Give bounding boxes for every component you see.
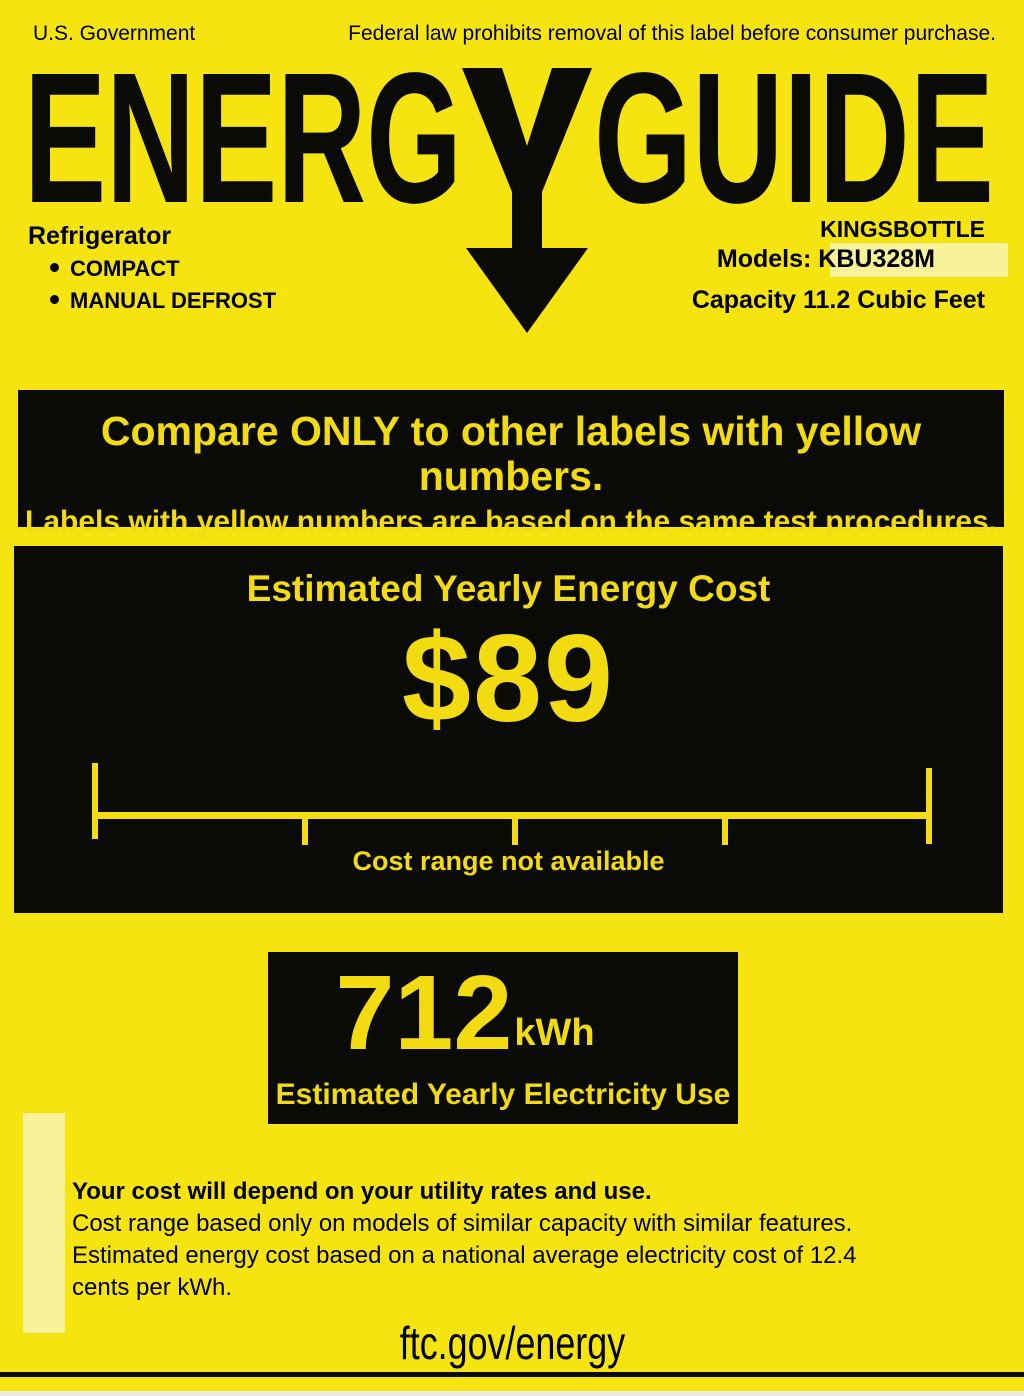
bullet-icon (50, 295, 59, 304)
energyguide-logo: ENERG GUIDE (24, 60, 994, 333)
electricity-use-caption: Estimated Yearly Electricity Use (275, 1078, 731, 1111)
logo-text-energ: ENERG (24, 60, 462, 242)
electricity-use-box: 712 kWh Estimated Yearly Electricity Use (268, 952, 738, 1124)
feature-label: COMPACT (70, 256, 180, 281)
pale-highlight-strip (23, 1113, 65, 1333)
ftc-url-text: ftc.gov/energy (399, 1317, 625, 1369)
energy-cost-box: Estimated Yearly Energy Cost $89 Cost ra… (14, 546, 1003, 913)
scan-edge (0, 1391, 1024, 1396)
model-highlight (830, 243, 1008, 277)
federal-law-notice: Federal law prohibits removal of this la… (348, 22, 996, 45)
feature-label: MANUAL DEFROST (70, 288, 277, 313)
model-number-line: Models: KBU328M (716, 245, 935, 273)
bullet-icon (50, 263, 59, 272)
bottom-rule (0, 1372, 1024, 1377)
logo-y-down-arrow-icon (462, 68, 592, 333)
scale-tick (722, 812, 728, 845)
ftc-url: ftc.gov/energy (0, 1316, 1024, 1370)
appliance-type: Refrigerator (28, 222, 172, 250)
yearly-electricity-use-value: 712 (335, 954, 513, 1072)
capacity-line: Capacity 11.2 Cubic Feet (691, 286, 985, 314)
footnotes: Your cost will depend on your utility ra… (72, 1176, 856, 1304)
footnote-line: cents per kWh. (72, 1274, 233, 1301)
brand-name: KINGSBOTTLE (820, 216, 985, 242)
logo-text-guide: GUIDE (594, 60, 994, 242)
feature-item-compact: COMPACT (50, 256, 180, 282)
cost-box-title: Estimated Yearly Energy Cost (246, 568, 771, 609)
scale-tick (302, 812, 308, 845)
kwh-unit: kWh (514, 1012, 595, 1054)
compare-banner-headline: Compare ONLY to other labels with yellow… (100, 408, 922, 500)
scale-tick (512, 812, 518, 845)
electricity-use-value-row: 712 kWh (230, 960, 700, 1066)
cost-range-note: Cost range not available (352, 846, 665, 876)
compare-banner-subline: Labels with yellow numbers are based on … (25, 505, 997, 539)
compare-banner: Compare ONLY to other labels with yellow… (18, 390, 1004, 538)
scale-left-endpoint (92, 763, 98, 839)
footnote-bold-line: Your cost will depend on your utility ra… (72, 1178, 652, 1205)
us-government-text: U.S. Government (33, 22, 196, 45)
footnote-line: Cost range based only on models of simil… (72, 1210, 853, 1237)
scale-right-endpoint (926, 768, 932, 844)
feature-item-manual-defrost: MANUAL DEFROST (50, 288, 277, 314)
footnote-line: Estimated energy cost based on a nationa… (72, 1242, 857, 1269)
yearly-energy-cost-value: $89 (402, 610, 615, 748)
